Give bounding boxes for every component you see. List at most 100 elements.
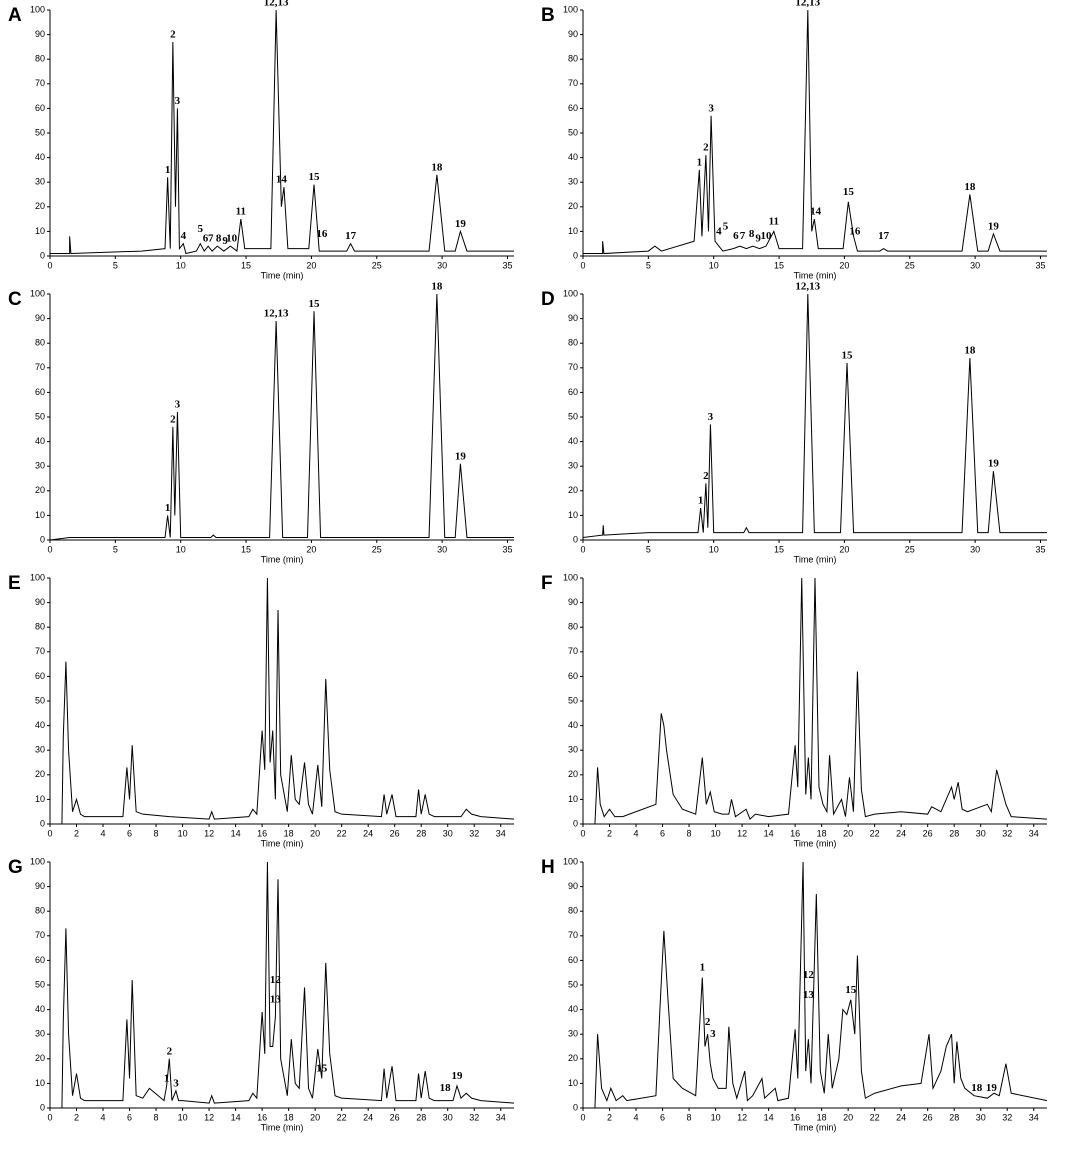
peak-label: 15	[842, 349, 854, 361]
x-tick-label: 30	[437, 260, 447, 270]
chromatogram-trace	[50, 9, 514, 255]
panel-letter: C	[8, 289, 22, 310]
x-tick-label: 4	[634, 828, 639, 838]
peak-label: 12	[803, 969, 815, 981]
peak-label: 2	[703, 142, 709, 154]
peak-label: 6	[733, 230, 739, 242]
y-tick-label: 40	[35, 1004, 45, 1014]
y-tick-label: 30	[568, 745, 578, 755]
x-tick-label: 30	[976, 1112, 986, 1122]
x-tick-label: 35	[502, 260, 512, 270]
x-tick-label: 14	[764, 1112, 774, 1122]
x-tick-label: 4	[634, 1112, 639, 1122]
y-tick-label: 10	[35, 794, 45, 804]
x-tick-label: 15	[774, 544, 784, 554]
x-tick-label: 34	[1029, 1112, 1039, 1122]
peak-label: 13	[803, 989, 815, 1001]
peak-label: 18	[964, 181, 976, 193]
y-tick-label: 0	[40, 250, 45, 260]
y-tick-label: 80	[35, 338, 45, 348]
x-tick-label: 32	[469, 1112, 479, 1122]
peak-label: 9	[755, 233, 761, 245]
x-tick-label: 20	[310, 1112, 320, 1122]
y-tick-label: 40	[568, 436, 578, 446]
y-tick-label: 60	[568, 955, 578, 965]
y-tick-label: 70	[35, 646, 45, 656]
y-tick-label: 20	[568, 485, 578, 495]
y-tick-label: 60	[35, 955, 45, 965]
y-tick-label: 60	[35, 103, 45, 113]
x-tick-label: 24	[896, 828, 906, 838]
y-tick-label: 80	[568, 906, 578, 916]
y-tick-label: 40	[568, 720, 578, 730]
x-tick-label: 2	[74, 828, 79, 838]
x-tick-label: 25	[905, 260, 915, 270]
peak-label: 19	[986, 1082, 998, 1094]
y-tick-label: 10	[568, 794, 578, 804]
x-tick-label: 14	[231, 1112, 241, 1122]
x-tick-label: 10	[709, 544, 719, 554]
x-tick-label: 28	[949, 1112, 959, 1122]
y-tick-label: 90	[568, 29, 578, 39]
panel-letter: A	[8, 5, 22, 26]
peak-label: 1	[165, 164, 171, 176]
x-tick-label: 26	[923, 828, 933, 838]
x-tick-label: 22	[870, 1112, 880, 1122]
x-tick-label: 15	[241, 260, 251, 270]
y-tick-label: 10	[35, 226, 45, 236]
peak-label: 18	[440, 1082, 452, 1094]
x-tick-label: 25	[905, 544, 915, 554]
peak-label: 15	[309, 171, 321, 183]
peak-label: 3	[710, 1028, 716, 1040]
y-tick-label: 70	[568, 362, 578, 372]
peak-label: 14	[276, 174, 288, 186]
x-tick-label: 6	[660, 828, 665, 838]
y-tick-label: 0	[573, 534, 578, 544]
y-tick-label: 70	[35, 78, 45, 88]
x-tick-label: 34	[496, 828, 506, 838]
y-tick-label: 30	[35, 177, 45, 187]
x-tick-label: 12	[737, 1112, 747, 1122]
y-tick-label: 40	[35, 436, 45, 446]
x-tick-label: 8	[687, 828, 692, 838]
y-tick-label: 10	[568, 226, 578, 236]
x-tick-label: 16	[257, 1112, 267, 1122]
x-tick-label: 10	[711, 1112, 721, 1122]
y-tick-label: 20	[35, 1053, 45, 1063]
x-tick-label: 26	[390, 828, 400, 838]
x-tick-label: 18	[817, 828, 827, 838]
peak-label: 7	[740, 230, 746, 242]
y-tick-label: 30	[568, 177, 578, 187]
y-tick-label: 100	[563, 4, 578, 14]
x-tick-label: 24	[896, 1112, 906, 1122]
peak-label: 16	[316, 228, 328, 240]
peak-label: 7	[208, 233, 214, 245]
x-tick-label: 10	[178, 1112, 188, 1122]
chromatogram-trace	[61, 861, 515, 1109]
y-tick-label: 80	[568, 338, 578, 348]
chromatogram-trace	[583, 9, 1047, 255]
x-tick-label: 12	[204, 828, 214, 838]
y-tick-label: 0	[573, 250, 578, 260]
x-tick-label: 25	[372, 544, 382, 554]
x-tick-label: 5	[646, 260, 651, 270]
x-tick-label: 10	[176, 544, 186, 554]
x-tick-label: 20	[839, 260, 849, 270]
x-tick-label: 28	[416, 1112, 426, 1122]
peak-label: 12,13	[795, 0, 820, 9]
peak-label: 3	[173, 1077, 179, 1089]
panel-letter: F	[541, 573, 553, 594]
y-tick-label: 70	[568, 930, 578, 940]
x-axis-label: Time (min)	[261, 270, 304, 280]
y-tick-label: 90	[35, 313, 45, 323]
x-tick-label: 22	[870, 828, 880, 838]
y-tick-label: 100	[563, 856, 578, 866]
x-tick-label: 6	[127, 828, 132, 838]
peak-label: 5	[198, 223, 204, 235]
peak-label: 3	[708, 411, 714, 423]
panel-letter: B	[541, 5, 555, 26]
y-tick-label: 0	[40, 534, 45, 544]
y-tick-label: 80	[35, 906, 45, 916]
y-tick-label: 90	[568, 881, 578, 891]
